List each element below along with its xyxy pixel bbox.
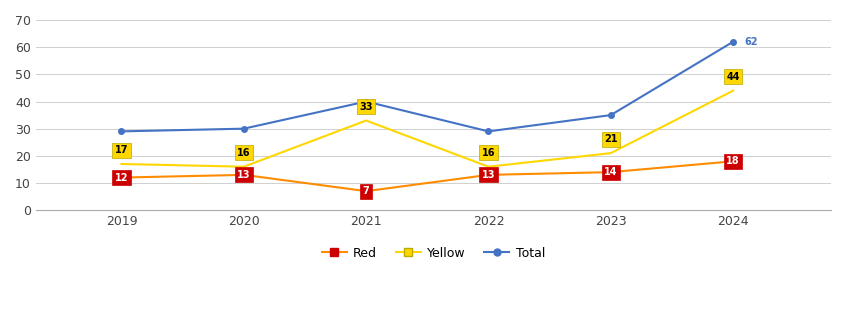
Text: 62: 62: [744, 37, 758, 47]
Text: 7: 7: [363, 186, 370, 196]
Text: 16: 16: [237, 148, 250, 158]
Text: 33: 33: [360, 102, 373, 111]
Text: 12: 12: [115, 173, 129, 183]
Text: 13: 13: [481, 170, 495, 180]
Legend: Red, Yellow, Total: Red, Yellow, Total: [316, 242, 550, 265]
Text: 13: 13: [237, 170, 250, 180]
Text: 17: 17: [115, 145, 129, 155]
Text: 14: 14: [604, 167, 618, 177]
Text: 16: 16: [481, 148, 495, 158]
Text: 44: 44: [727, 72, 740, 82]
Text: 21: 21: [604, 134, 618, 144]
Text: 18: 18: [727, 156, 740, 166]
